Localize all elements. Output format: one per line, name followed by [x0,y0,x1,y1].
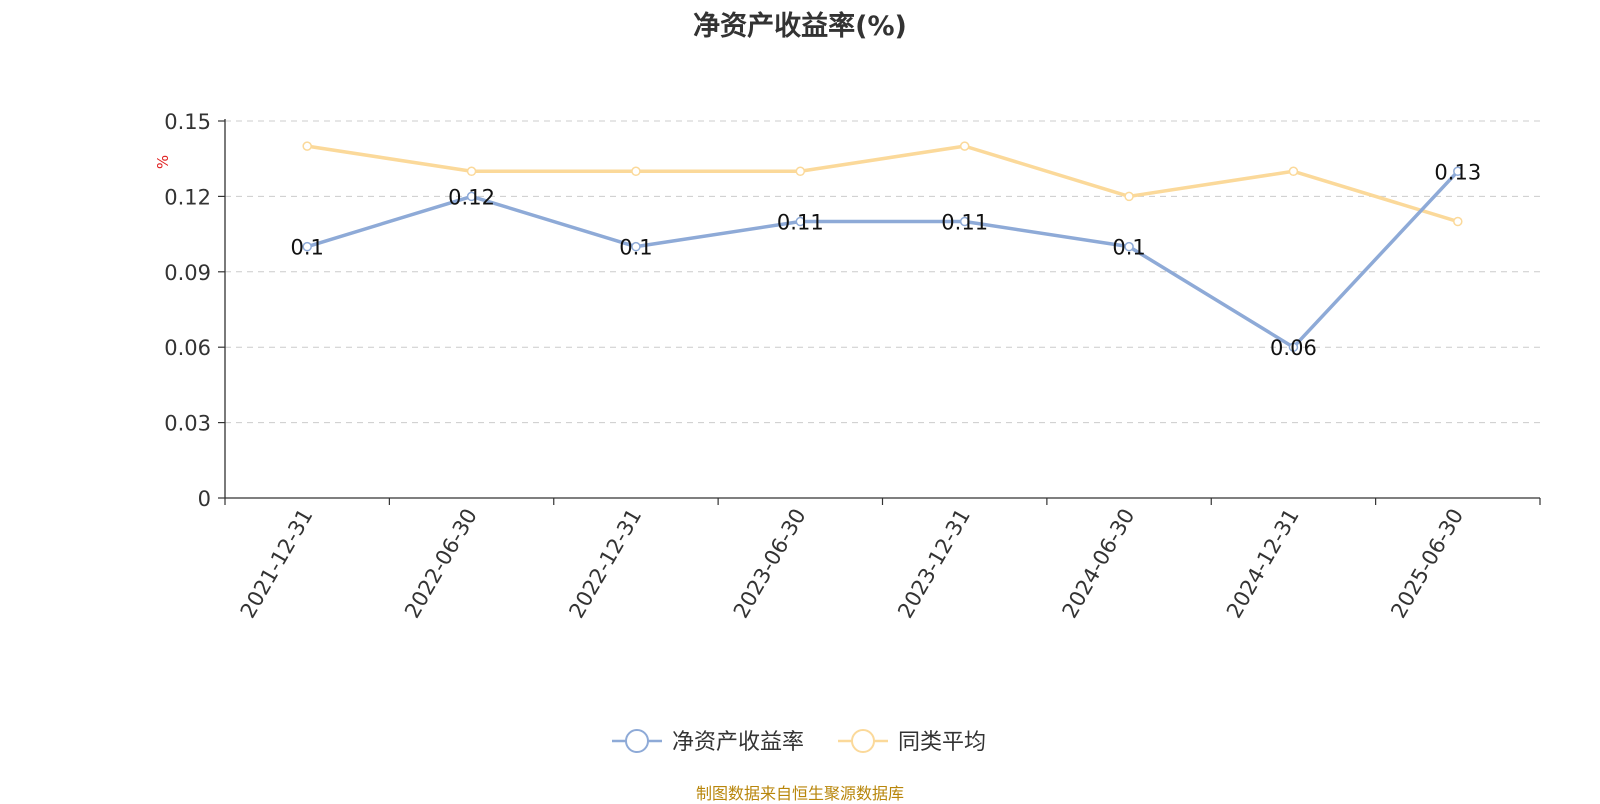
data-point-series-1 [466,166,477,177]
legend: 净资产收益率 同类平均 [612,729,986,755]
data-point-series-1 [959,141,970,151]
gridlines [225,120,1540,424]
data-point-series-0 [631,241,641,252]
x-tick-label: 2022-12-31 [564,505,646,623]
series-line-0 [306,170,1460,349]
x-tick-label: 2024-12-31 [1222,505,1304,623]
data-label: 0.11 [941,211,988,235]
y-tick-label: 0.09 [164,261,211,285]
data-point-series-1 [795,166,806,177]
data-point-series-0 [795,216,806,227]
axes: 0 0.03 0.06 0.09 0.12 0.15% 2021-12-31 2022-06-… [154,110,1541,623]
legend-swatch-marker [851,729,875,753]
y-tick-label: 0.12 [164,185,211,209]
x-tick-label: 2024-06-30 [1058,505,1140,623]
data-label: 0.1 [290,236,323,260]
data-point-series-0 [302,241,312,252]
data-point-series-1 [1288,166,1299,177]
data-point-series-0 [1453,166,1463,177]
x-tick-label: 2025-06-30 [1386,505,1468,623]
data-labels: 0.1 0.12 0.1 0.11 0.11 0.1 0.06 0.13 [290,160,1481,360]
y-tick-label: 0 [198,487,211,511]
legend-swatch-marker [625,729,649,753]
data-point-series-0 [1288,342,1299,352]
x-tick-label: 2023-06-30 [729,505,811,623]
y-axis-unit-label: % [154,155,172,169]
chart-title: 净资产收益率(%) [693,11,907,42]
series-lines [302,141,1463,352]
data-point-series-0 [1124,241,1134,252]
data-label: 0.1 [619,236,652,260]
data-label: 0.12 [448,185,495,209]
data-point-series-1 [1124,191,1134,202]
series-line-1 [306,144,1459,224]
data-label: 0.11 [777,211,824,235]
y-tick-label: 0.03 [164,412,211,436]
data-point-series-0 [959,216,970,227]
data-label: 0.1 [1112,236,1145,260]
legend-label: 同类平均 [898,730,986,755]
data-point-series-0 [466,191,477,202]
data-point-series-1 [302,141,312,151]
data-source-note: 制图数据来自恒生聚源数据库 [695,784,904,803]
x-tick-label: 2023-12-31 [893,505,975,623]
y-tick-label: 0.06 [164,336,211,360]
y-tick-label: 0.15 [164,110,211,134]
x-tick-label: 2021-12-31 [236,505,318,623]
legend-label: 净资产收益率 [672,730,804,755]
data-point-series-1 [1453,216,1463,227]
data-label: 0.13 [1434,160,1481,184]
data-point-series-1 [631,166,641,177]
x-tick-label: 2022-06-30 [400,505,482,623]
data-label: 0.06 [1270,336,1317,360]
